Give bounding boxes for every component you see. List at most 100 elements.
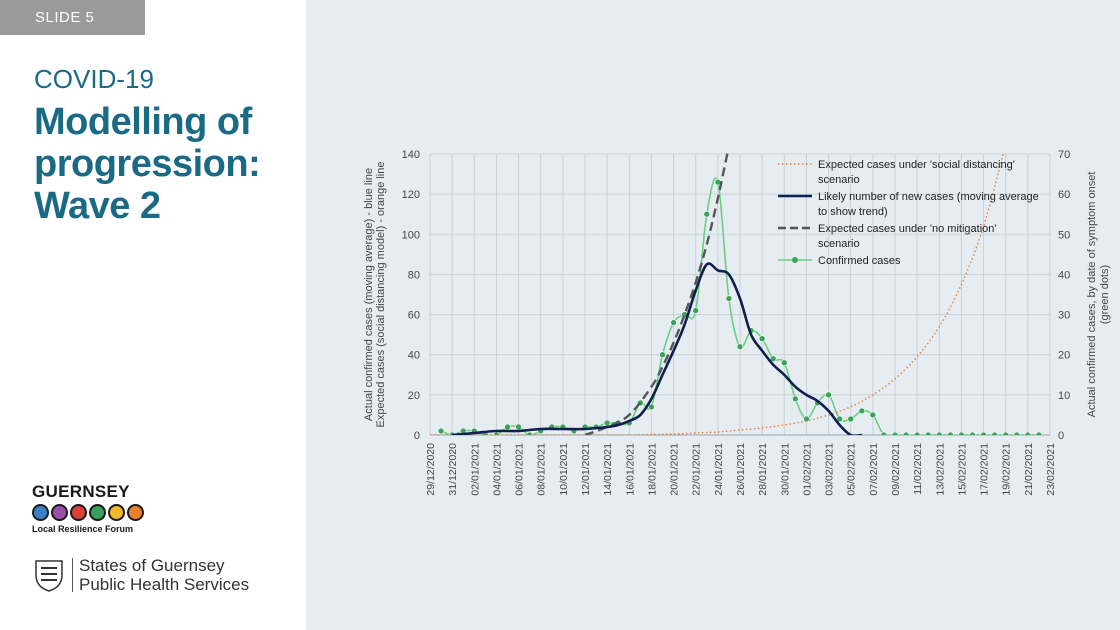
x-tick-label: 05/02/2021 bbox=[846, 443, 858, 496]
crest-icon bbox=[35, 560, 63, 592]
confirmed-case-point bbox=[526, 431, 533, 435]
y-left-tick-label: 40 bbox=[408, 350, 420, 362]
y-left-tick-label: 20 bbox=[408, 390, 420, 402]
confirmed-case-point bbox=[869, 411, 877, 419]
x-tick-label: 07/02/2021 bbox=[868, 443, 880, 496]
confirmed-case-point bbox=[924, 431, 932, 435]
y-left-axis-title-line-1: Actual confirmed cases (moving average) … bbox=[363, 168, 375, 421]
legend-entry: Confirmed cases bbox=[778, 255, 901, 267]
slide-title-line-3: Wave 2 bbox=[34, 185, 161, 227]
legend-entry-label: Expected cases under 'social distancing' bbox=[818, 159, 1015, 171]
legend-entry-label: scenario bbox=[818, 174, 860, 186]
y-left-tick-label: 80 bbox=[408, 269, 420, 281]
lrf-logo-subtitle: Local Resilience Forum bbox=[32, 524, 134, 534]
x-tick-label: 01/02/2021 bbox=[801, 443, 813, 496]
confirmed-case-point bbox=[515, 423, 522, 431]
confirmed-case-point bbox=[648, 403, 655, 411]
confirmed-case-point bbox=[880, 431, 888, 435]
arrow-icon bbox=[70, 504, 87, 521]
series-likely-cases-line bbox=[451, 262, 862, 435]
slide-title: Modelling of progression: Wave 2 bbox=[34, 101, 294, 227]
confirmed-case-point bbox=[692, 307, 700, 314]
x-tick-label: 10/01/2021 bbox=[558, 443, 570, 496]
y-left-tick-label: 120 bbox=[402, 189, 420, 201]
confirmed-case-point bbox=[836, 415, 843, 423]
confirmed-case-point bbox=[947, 431, 954, 435]
plot-series bbox=[430, 152, 1043, 435]
confirmed-case-point bbox=[847, 415, 855, 423]
legend-entry-label: to show trend) bbox=[818, 206, 888, 218]
slide-number-tag: SLIDE 5 bbox=[0, 0, 145, 35]
legend-entry-label: Confirmed cases bbox=[818, 255, 901, 267]
confirmed-case-point bbox=[1013, 431, 1021, 435]
series-no-mitigation-line bbox=[584, 152, 729, 435]
y-left-tick-label: 0 bbox=[414, 430, 420, 442]
confirmed-case-point bbox=[969, 431, 976, 435]
y-right-axis-title-line-2: (green dots) bbox=[1099, 265, 1111, 324]
confirmed-case-point bbox=[935, 431, 943, 435]
confirmed-case-point bbox=[725, 295, 733, 302]
states-of-guernsey-logo: States of Guernsey Public Health Service… bbox=[32, 556, 249, 594]
x-tick-label: 12/01/2021 bbox=[580, 443, 592, 496]
hub-icon bbox=[89, 504, 106, 521]
confirmed-case-point bbox=[1035, 431, 1043, 435]
legend-entry-label: scenario bbox=[818, 238, 860, 250]
sog-logo-text: States of Guernsey Public Health Service… bbox=[79, 556, 249, 594]
confirmed-case-point bbox=[758, 335, 766, 342]
confirmed-case-point bbox=[659, 351, 666, 359]
confirmed-case-point bbox=[780, 359, 788, 367]
y-right-tick-label: 70 bbox=[1058, 149, 1070, 161]
confirmed-case-point bbox=[991, 431, 998, 435]
confirmed-case-point bbox=[958, 431, 965, 435]
confirmed-case-point bbox=[913, 431, 921, 435]
y-right-tick-label: 50 bbox=[1058, 229, 1070, 241]
legend-entry-label: Expected cases under 'no mitigation' bbox=[818, 223, 996, 235]
x-tick-label: 24/01/2021 bbox=[713, 443, 725, 496]
y-right-tick-label: 20 bbox=[1058, 350, 1070, 362]
x-axis-ticks: 29/12/2020 31/12/2020 02/01/2021 04/01/2021… bbox=[425, 443, 1057, 496]
y-right-tick-label: 60 bbox=[1058, 189, 1070, 201]
y-right-tick-label: 30 bbox=[1058, 310, 1070, 322]
check-icon bbox=[108, 504, 125, 521]
x-tick-label: 15/02/2021 bbox=[956, 443, 968, 496]
slide-title-line-2: progression: bbox=[34, 143, 261, 185]
slide-title-line-1: Modelling of bbox=[34, 101, 252, 143]
x-tick-label: 31/12/2020 bbox=[447, 443, 459, 496]
x-tick-label: 19/02/2021 bbox=[1001, 443, 1013, 496]
x-tick-label: 03/02/2021 bbox=[824, 443, 836, 496]
sog-logo-line-1: States of Guernsey bbox=[79, 556, 225, 575]
slide-subtitle: COVID-19 bbox=[34, 64, 154, 94]
x-tick-label: 13/02/2021 bbox=[934, 443, 946, 496]
x-tick-label: 20/01/2021 bbox=[669, 443, 681, 496]
confirmed-case-point bbox=[858, 407, 866, 415]
x-tick-label: 30/01/2021 bbox=[779, 443, 791, 496]
confirmed-case-point bbox=[891, 431, 899, 435]
info-icon bbox=[32, 504, 49, 521]
legend-swatch-confirmed-dot bbox=[792, 257, 798, 263]
sog-logo-line-2: Public Health Services bbox=[79, 575, 250, 594]
lrf-logo-icons bbox=[32, 504, 162, 521]
x-tick-label: 16/01/2021 bbox=[624, 443, 636, 496]
y-left-tick-label: 100 bbox=[402, 229, 420, 241]
x-tick-label: 18/01/2021 bbox=[646, 443, 658, 496]
y-right-axis-title-line-1: Actual confirmed cases, by date of sympt… bbox=[1086, 172, 1098, 418]
x-tick-label: 17/02/2021 bbox=[979, 443, 991, 496]
confirmed-case-point bbox=[437, 427, 445, 435]
y-axis-right-ticks: 0 10 20 30 40 50 60 70 bbox=[1058, 149, 1070, 442]
series-social-distancing-line bbox=[430, 152, 1005, 435]
x-tick-label: 06/01/2021 bbox=[514, 443, 526, 496]
people-icon bbox=[51, 504, 68, 521]
legend-entry-label: Likely number of new cases (moving avera… bbox=[818, 191, 1039, 203]
confirmed-case-point bbox=[980, 431, 987, 435]
x-tick-label: 02/01/2021 bbox=[469, 443, 481, 496]
confirmed-case-point bbox=[504, 423, 511, 431]
confirmed-case-point bbox=[825, 391, 832, 399]
confirmed-case-point bbox=[803, 415, 810, 423]
y-right-tick-label: 10 bbox=[1058, 390, 1070, 402]
x-tick-label: 11/02/2021 bbox=[912, 443, 924, 495]
left-panel: SLIDE 5 COVID-19 Modelling of progressio… bbox=[0, 0, 306, 630]
y-left-tick-label: 60 bbox=[408, 310, 420, 322]
x-tick-label: 26/01/2021 bbox=[735, 443, 747, 496]
x-tick-label: 21/02/2021 bbox=[1023, 443, 1035, 496]
confirmed-case-point bbox=[736, 343, 744, 350]
